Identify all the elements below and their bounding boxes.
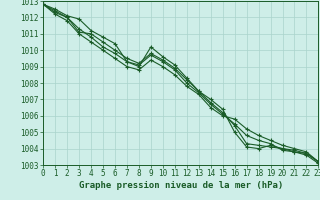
X-axis label: Graphe pression niveau de la mer (hPa): Graphe pression niveau de la mer (hPa) [79, 181, 283, 190]
